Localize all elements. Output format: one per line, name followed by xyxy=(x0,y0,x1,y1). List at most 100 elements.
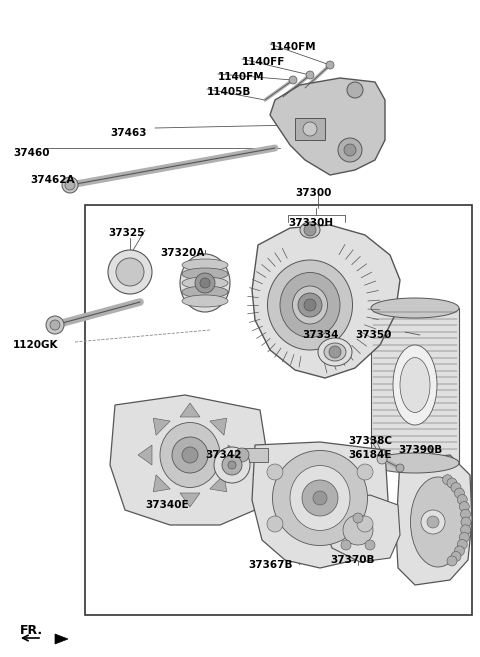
Circle shape xyxy=(50,320,60,330)
Circle shape xyxy=(451,482,461,493)
Text: 37340E: 37340E xyxy=(145,500,189,510)
Circle shape xyxy=(116,258,144,286)
Circle shape xyxy=(304,224,316,236)
Circle shape xyxy=(459,501,469,512)
Circle shape xyxy=(347,82,363,98)
Circle shape xyxy=(461,509,470,519)
Circle shape xyxy=(341,540,351,550)
Circle shape xyxy=(172,437,208,473)
Ellipse shape xyxy=(371,453,459,473)
Circle shape xyxy=(313,491,327,505)
Circle shape xyxy=(267,516,283,532)
Text: 37338C: 37338C xyxy=(348,436,392,446)
Ellipse shape xyxy=(182,268,228,280)
Polygon shape xyxy=(153,475,170,492)
Circle shape xyxy=(304,299,316,311)
Text: FR.: FR. xyxy=(20,623,43,637)
Circle shape xyxy=(457,539,467,549)
Polygon shape xyxy=(180,493,200,507)
Polygon shape xyxy=(228,445,242,465)
Text: 37334: 37334 xyxy=(302,330,338,340)
Text: 37370B: 37370B xyxy=(330,555,374,565)
Circle shape xyxy=(357,516,373,532)
Text: 37320A: 37320A xyxy=(160,248,204,258)
Polygon shape xyxy=(180,403,200,417)
Circle shape xyxy=(108,250,152,294)
Ellipse shape xyxy=(280,273,340,338)
Circle shape xyxy=(457,495,467,505)
Circle shape xyxy=(365,540,375,550)
Polygon shape xyxy=(153,419,170,435)
Circle shape xyxy=(343,515,373,545)
Circle shape xyxy=(222,455,242,475)
Ellipse shape xyxy=(182,259,228,271)
Circle shape xyxy=(451,551,461,562)
Circle shape xyxy=(195,273,215,293)
Bar xyxy=(240,448,268,462)
Circle shape xyxy=(461,525,470,535)
Circle shape xyxy=(461,517,471,527)
Circle shape xyxy=(306,71,314,79)
Text: 1140FF: 1140FF xyxy=(242,57,286,67)
Text: 37367B: 37367B xyxy=(248,560,292,570)
Circle shape xyxy=(326,61,334,69)
Bar xyxy=(85,205,472,615)
Polygon shape xyxy=(55,634,68,644)
Ellipse shape xyxy=(300,222,320,238)
Circle shape xyxy=(447,478,457,488)
Text: 1140FM: 1140FM xyxy=(270,42,317,52)
Bar xyxy=(295,118,325,140)
Circle shape xyxy=(455,488,465,498)
Ellipse shape xyxy=(235,448,249,462)
Circle shape xyxy=(447,556,457,566)
Circle shape xyxy=(303,122,317,136)
Text: 11405B: 11405B xyxy=(207,87,252,97)
Circle shape xyxy=(298,293,322,317)
Circle shape xyxy=(267,464,283,480)
Ellipse shape xyxy=(410,477,466,567)
Circle shape xyxy=(302,480,338,516)
Ellipse shape xyxy=(267,260,352,350)
Ellipse shape xyxy=(160,422,220,487)
Circle shape xyxy=(357,464,373,480)
Text: 37462A: 37462A xyxy=(30,175,74,185)
Ellipse shape xyxy=(180,254,230,312)
Circle shape xyxy=(427,516,439,528)
Ellipse shape xyxy=(290,466,350,530)
Ellipse shape xyxy=(182,277,228,289)
Circle shape xyxy=(62,177,78,193)
Text: 36184E: 36184E xyxy=(348,450,392,460)
Circle shape xyxy=(421,510,445,534)
Ellipse shape xyxy=(182,295,228,307)
Circle shape xyxy=(65,180,75,190)
Circle shape xyxy=(182,447,198,463)
Polygon shape xyxy=(252,225,400,378)
Text: 37300: 37300 xyxy=(295,188,331,198)
Text: 1120GK: 1120GK xyxy=(13,340,59,350)
Circle shape xyxy=(396,464,404,472)
Circle shape xyxy=(459,532,469,543)
Circle shape xyxy=(344,144,356,156)
Circle shape xyxy=(228,461,236,469)
Circle shape xyxy=(329,346,341,358)
Polygon shape xyxy=(252,442,388,568)
Text: 37342: 37342 xyxy=(205,450,241,460)
Ellipse shape xyxy=(371,298,459,318)
Circle shape xyxy=(443,475,453,485)
Polygon shape xyxy=(270,78,385,175)
Circle shape xyxy=(377,454,387,464)
Polygon shape xyxy=(138,445,152,465)
Circle shape xyxy=(338,138,362,162)
Polygon shape xyxy=(110,395,268,525)
Circle shape xyxy=(214,447,250,483)
Ellipse shape xyxy=(182,286,228,298)
Ellipse shape xyxy=(393,345,437,425)
Circle shape xyxy=(455,546,465,556)
Text: 37325: 37325 xyxy=(108,228,144,238)
Circle shape xyxy=(289,76,297,84)
Text: 37390B: 37390B xyxy=(398,445,442,455)
Ellipse shape xyxy=(400,357,430,413)
Circle shape xyxy=(46,316,64,334)
Text: 37463: 37463 xyxy=(110,128,146,138)
Circle shape xyxy=(200,278,210,288)
